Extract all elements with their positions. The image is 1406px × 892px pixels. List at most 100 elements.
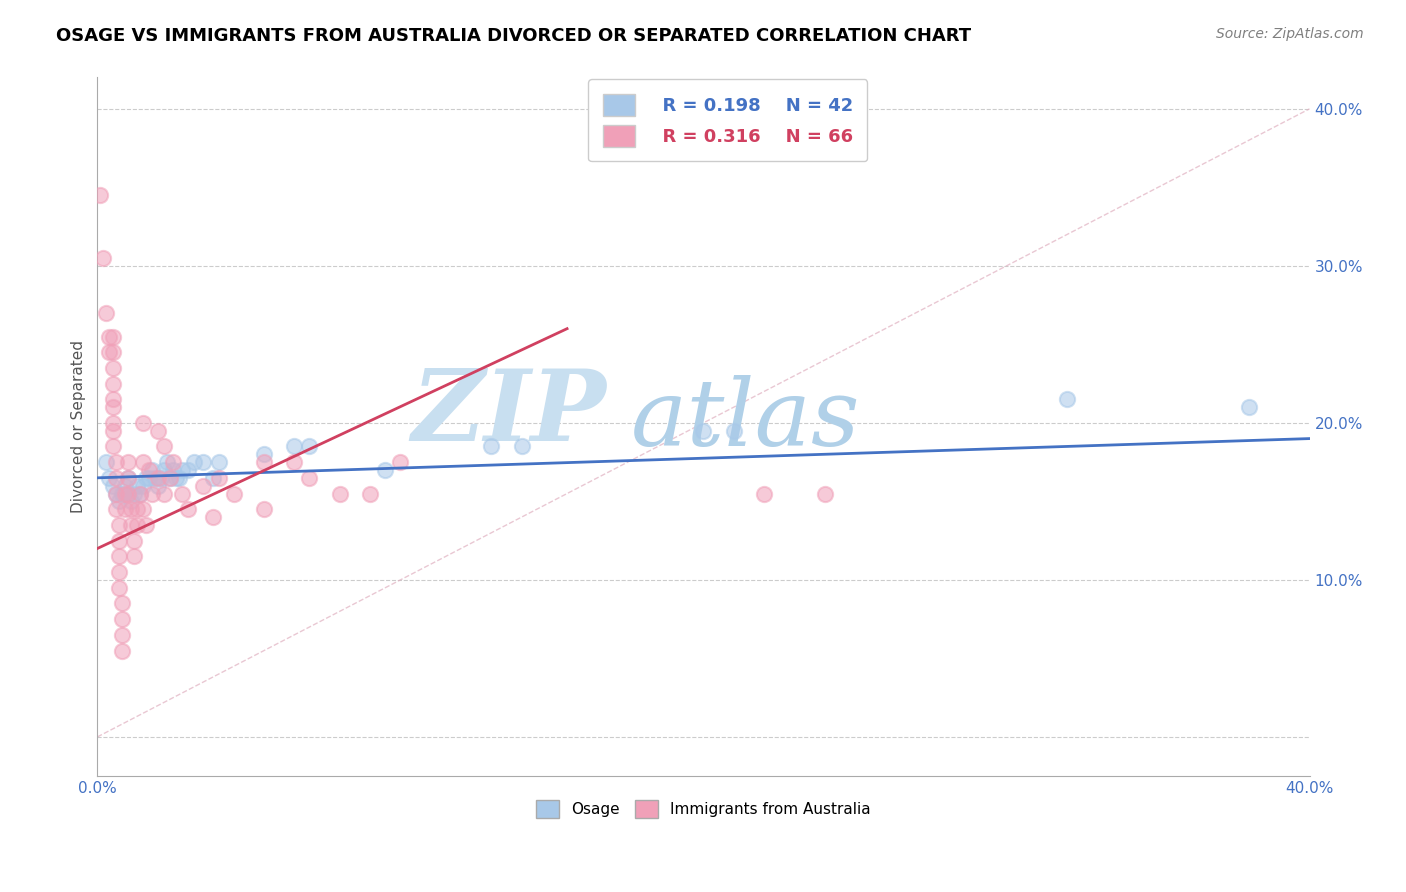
Point [329,486,352,500]
Point [104,502,127,516]
Point [120,494,142,508]
Point [132,416,155,430]
Point [107,494,129,508]
Point [107,518,129,533]
Point [177,502,200,516]
Point [253,502,276,516]
Point [159,471,181,485]
Point [183,455,205,469]
Point [101,478,124,492]
Point [135,471,157,485]
Point [107,581,129,595]
Point [752,486,775,500]
Point [156,455,179,469]
Point [172,463,194,477]
Point [122,486,145,500]
Point [283,455,305,469]
Legend: Osage, Immigrants from Australia: Osage, Immigrants from Australia [530,794,877,824]
Point [101,416,124,430]
Point [298,471,321,485]
Point [207,455,229,469]
Point [114,478,136,492]
Point [101,345,124,359]
Point [128,486,150,500]
Point [141,486,163,500]
Point [150,471,173,485]
Point [374,463,396,477]
Point [201,510,224,524]
Point [110,612,132,626]
Point [117,486,139,500]
Point [125,478,148,492]
Point [101,439,124,453]
Point [162,463,184,477]
Point [253,455,276,469]
Point [117,486,139,500]
Point [125,502,148,516]
Point [814,486,837,500]
Point [120,502,142,516]
Point [110,643,132,657]
Point [125,518,148,533]
Point [723,424,745,438]
Point [122,549,145,564]
Point [479,439,502,453]
Point [110,486,132,500]
Point [146,471,169,485]
Point [107,533,129,548]
Point [98,471,121,485]
Point [141,463,163,477]
Point [96,455,118,469]
Point [283,439,305,453]
Point [143,471,166,485]
Point [172,486,194,500]
Point [165,471,187,485]
Point [138,471,160,485]
Point [104,455,127,469]
Point [122,533,145,548]
Point [96,306,118,320]
Point [117,455,139,469]
Point [138,463,160,477]
Point [153,439,176,453]
Text: atlas: atlas [631,375,860,465]
Point [89,188,111,202]
Point [104,486,127,500]
Point [93,251,115,265]
Point [510,439,533,453]
Point [298,439,321,453]
Point [1056,392,1078,407]
Point [104,486,127,500]
Point [110,628,132,642]
Point [1237,400,1260,414]
Point [98,329,121,343]
Point [101,400,124,414]
Point [132,455,155,469]
Point [389,455,412,469]
Point [101,376,124,391]
Point [193,478,215,492]
Point [117,471,139,485]
Point [153,486,176,500]
Point [193,455,215,469]
Point [207,471,229,485]
Point [114,486,136,500]
Point [159,471,181,485]
Point [201,471,224,485]
Text: Source: ZipAtlas.com: Source: ZipAtlas.com [1216,27,1364,41]
Point [101,424,124,438]
Point [101,392,124,407]
Point [101,360,124,375]
Point [107,565,129,579]
Point [359,486,381,500]
Point [162,455,184,469]
Point [98,345,121,359]
Point [146,478,169,492]
Point [153,463,176,477]
Point [253,447,276,461]
Point [135,518,157,533]
Point [117,471,139,485]
Point [132,478,155,492]
Point [132,502,155,516]
Point [692,424,714,438]
